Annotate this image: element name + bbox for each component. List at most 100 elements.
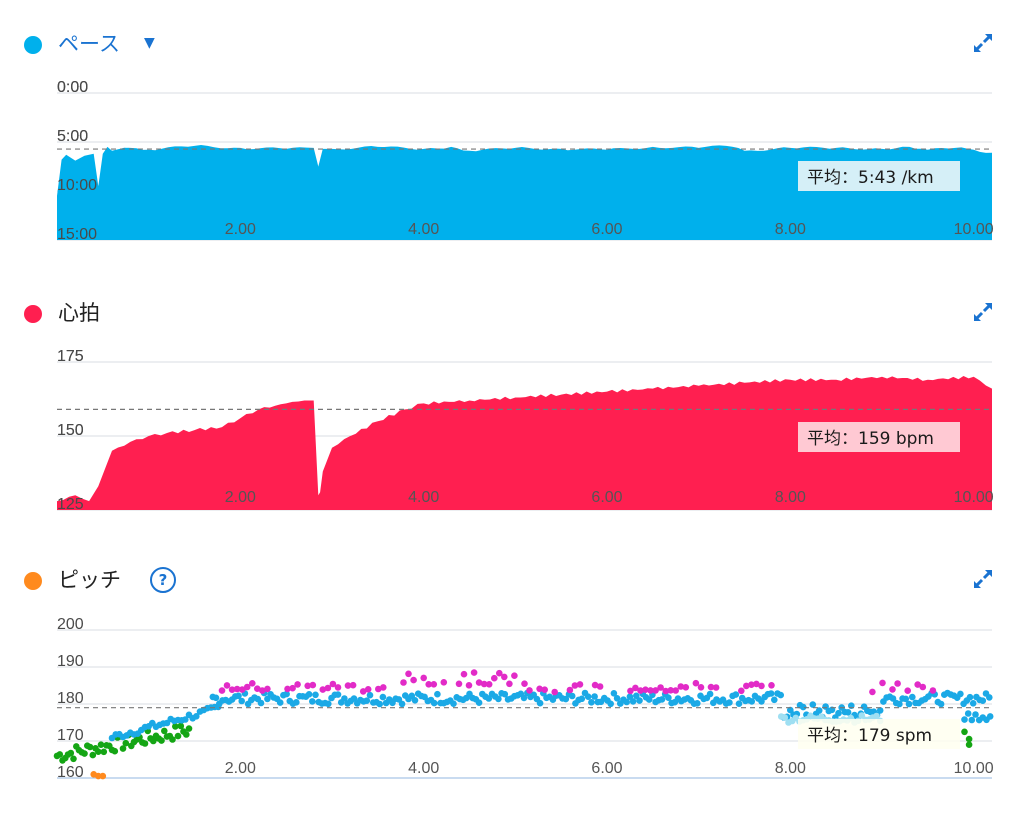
- average-label-box: [798, 161, 960, 191]
- cadence-point: [607, 700, 614, 708]
- cadence-point: [223, 682, 231, 689]
- cadence-point: [743, 682, 750, 690]
- y-tick-label-overlay: 0:00: [57, 79, 88, 96]
- x-tick-label: 2.00: [225, 760, 256, 777]
- cadence-point: [257, 699, 265, 707]
- cadence-point: [398, 700, 406, 708]
- x-tick-label: 4.00: [408, 489, 439, 506]
- caret-down-icon[interactable]: ▼: [144, 35, 155, 51]
- average-label: 平均：159 bpm: [807, 429, 934, 449]
- cadence-point: [411, 697, 419, 704]
- cadence-point: [879, 679, 886, 687]
- cadence-chart: 200 190 180 170 160 2.00 4.00 6.00 8.00 10.00 平均：1…: [53, 616, 994, 781]
- cadence-point: [652, 687, 659, 694]
- cadence-point: [344, 682, 352, 689]
- expand-icon[interactable]: [972, 32, 994, 54]
- cadence-point: [536, 685, 543, 693]
- cadence-point: [969, 700, 977, 707]
- cadence-point: [359, 688, 367, 695]
- cadence-point: [972, 711, 979, 718]
- cadence-point: [844, 709, 852, 716]
- cadence-point: [410, 676, 417, 684]
- cadence-point: [283, 690, 290, 698]
- cadence-point: [289, 684, 296, 692]
- cadence-point: [647, 687, 654, 694]
- cadence-point: [929, 687, 937, 694]
- cadence-point: [380, 684, 387, 691]
- cadence-point: [233, 685, 241, 693]
- cadence-point: [174, 732, 182, 740]
- cadence-point: [771, 696, 778, 704]
- cadence-point: [294, 681, 301, 688]
- cadence-point: [249, 680, 256, 687]
- cadence-point: [787, 706, 794, 714]
- cadence-point: [966, 693, 974, 701]
- y-tick-label: 180: [57, 690, 84, 707]
- cadence-point: [636, 697, 643, 704]
- cadence-point: [185, 725, 193, 732]
- expand-icon[interactable]: [972, 301, 994, 323]
- y-tick-label-overlay: 125: [57, 496, 84, 513]
- cadence-point: [968, 716, 976, 724]
- cadence-point: [150, 737, 157, 745]
- cadence-point: [172, 723, 179, 730]
- cadence-point: [97, 741, 105, 748]
- pace-title: ペース: [58, 32, 120, 56]
- cadence-point: [768, 682, 775, 689]
- heart-area: [57, 376, 992, 510]
- cadence-point: [869, 688, 876, 696]
- cadence-point: [119, 745, 127, 752]
- cadence-point: [665, 694, 672, 701]
- cadence-point: [627, 687, 634, 695]
- cadence-point: [562, 695, 570, 703]
- x-tick-label: 10.00: [954, 489, 994, 506]
- cadence-header: ピッチ ?: [0, 565, 1024, 595]
- cadence-point: [99, 772, 107, 780]
- cadence-point: [325, 700, 332, 708]
- cadence-point: [697, 684, 705, 691]
- x-tick-label: 4.00: [408, 760, 439, 777]
- help-icon[interactable]: ?: [150, 567, 176, 593]
- expand-icon[interactable]: [972, 568, 994, 590]
- cadence-point: [986, 694, 993, 701]
- cadence-point: [264, 685, 271, 693]
- cadence-point: [56, 751, 64, 758]
- cadence-point: [777, 691, 784, 699]
- cadence-point: [169, 736, 176, 743]
- cadence-point: [177, 722, 185, 730]
- cadence-point: [122, 739, 130, 747]
- cadence-point: [506, 680, 513, 688]
- cadence-point: [480, 680, 488, 688]
- cadence-point: [485, 681, 493, 688]
- cadence-point: [228, 686, 236, 693]
- cadence-point: [521, 680, 528, 687]
- y-tick-label: 175: [57, 348, 84, 365]
- cadence-point: [400, 679, 407, 686]
- cadence-point: [677, 683, 685, 690]
- cadence-point: [588, 699, 595, 706]
- cadence-point: [748, 681, 755, 688]
- cadence-point: [961, 728, 968, 736]
- cadence-point: [329, 680, 337, 688]
- cadence-point: [904, 687, 911, 694]
- y-tick-label: 150: [57, 422, 84, 439]
- cadence-point: [706, 690, 714, 698]
- average-label: 平均：179 spm: [807, 726, 932, 746]
- cadence-point: [405, 670, 412, 678]
- cadence-point: [633, 692, 640, 700]
- cadence-point: [964, 710, 972, 717]
- cadence-point: [667, 687, 674, 694]
- x-tick-label: 10.00: [954, 221, 994, 238]
- y-tick-label: 190: [57, 653, 84, 670]
- x-tick-label: 6.00: [591, 760, 622, 777]
- cadence-point: [541, 686, 548, 693]
- cadence-point: [475, 679, 483, 686]
- cadence-point: [319, 686, 327, 693]
- cadence-point: [363, 697, 371, 704]
- cadence-point: [420, 674, 428, 682]
- heart-title: 心拍: [58, 301, 100, 325]
- cadence-point: [835, 709, 842, 717]
- cadence-point: [485, 695, 493, 702]
- cadence-point: [334, 691, 342, 698]
- cadence-point: [658, 696, 666, 703]
